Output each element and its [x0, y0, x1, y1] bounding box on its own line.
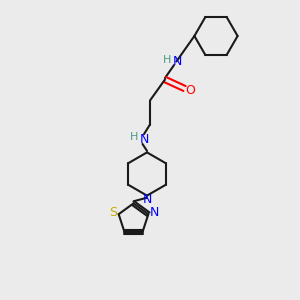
Text: N: N	[172, 55, 182, 68]
Text: O: O	[185, 83, 195, 97]
Text: N: N	[139, 133, 149, 146]
Text: H: H	[130, 132, 139, 142]
Text: H: H	[163, 55, 172, 65]
Text: N: N	[150, 206, 159, 219]
Text: S: S	[109, 206, 117, 219]
Text: N: N	[142, 193, 152, 206]
